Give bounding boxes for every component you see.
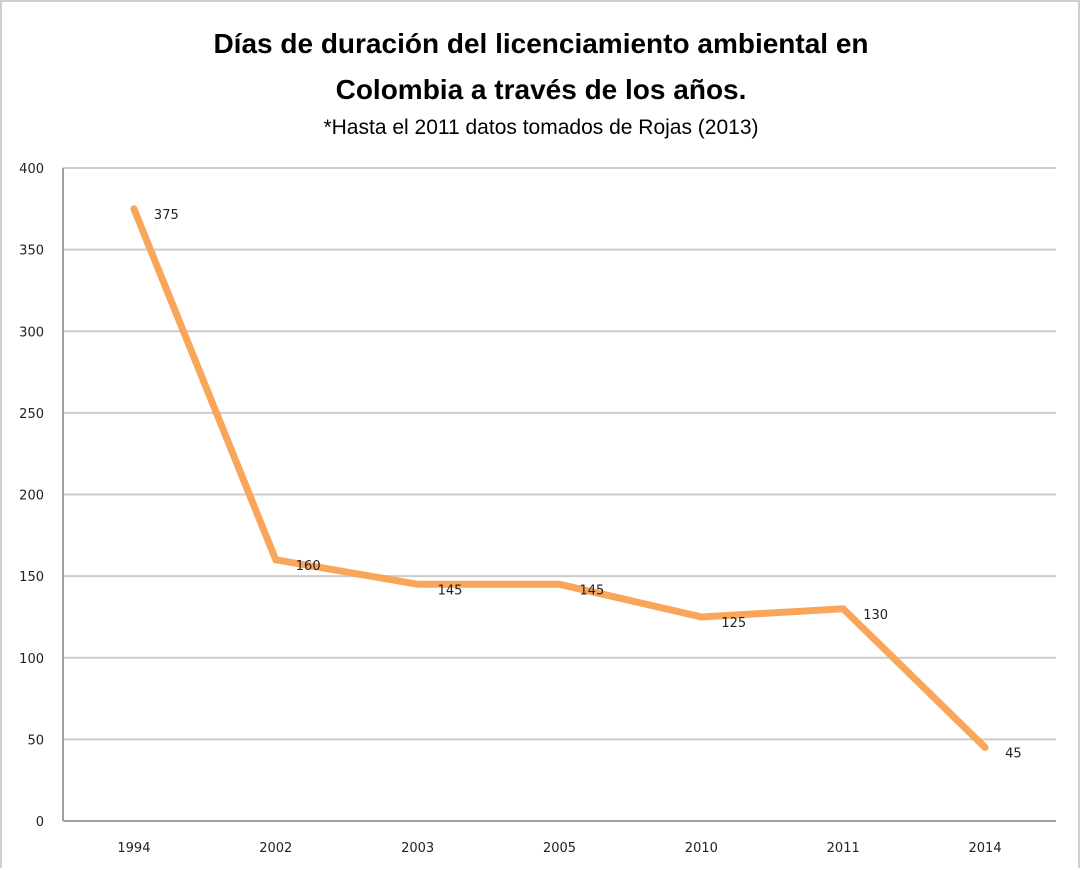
x-tick-label: 1994	[117, 841, 150, 856]
x-tick-label: 2003	[401, 841, 434, 856]
data-label: 145	[580, 583, 605, 598]
y-tick-label: 150	[19, 570, 44, 585]
x-tick-label: 2002	[259, 841, 292, 856]
y-tick-label: 300	[19, 325, 44, 340]
y-tick-label: 250	[19, 407, 44, 422]
y-tick-label: 350	[19, 244, 44, 259]
chart-title-line-1: Días de duración del licenciamiento ambi…	[213, 28, 869, 59]
data-label: 375	[154, 208, 179, 223]
data-label: 125	[721, 616, 746, 631]
chart-title-line-2: Colombia a través de los años.	[335, 74, 747, 105]
series-line-días	[130, 205, 989, 752]
y-tick-label: 400	[19, 162, 44, 177]
y-tick-label: 0	[36, 815, 44, 830]
x-tick-label: 2014	[969, 841, 1002, 856]
x-tick-label: 2005	[543, 841, 576, 856]
data-label: 130	[863, 608, 888, 623]
data-label: 160	[296, 559, 321, 574]
y-tick-label: 50	[27, 733, 44, 748]
data-label: 45	[1005, 747, 1022, 762]
y-tick-label: 100	[19, 652, 44, 667]
chart-subtitle: *Hasta el 2011 datos tomados de Rojas (2…	[323, 116, 759, 139]
x-tick-label: 2010	[685, 841, 718, 856]
data-label: 145	[438, 583, 463, 598]
y-tick-label: 200	[19, 489, 44, 504]
x-tick-label: 2011	[827, 841, 860, 856]
